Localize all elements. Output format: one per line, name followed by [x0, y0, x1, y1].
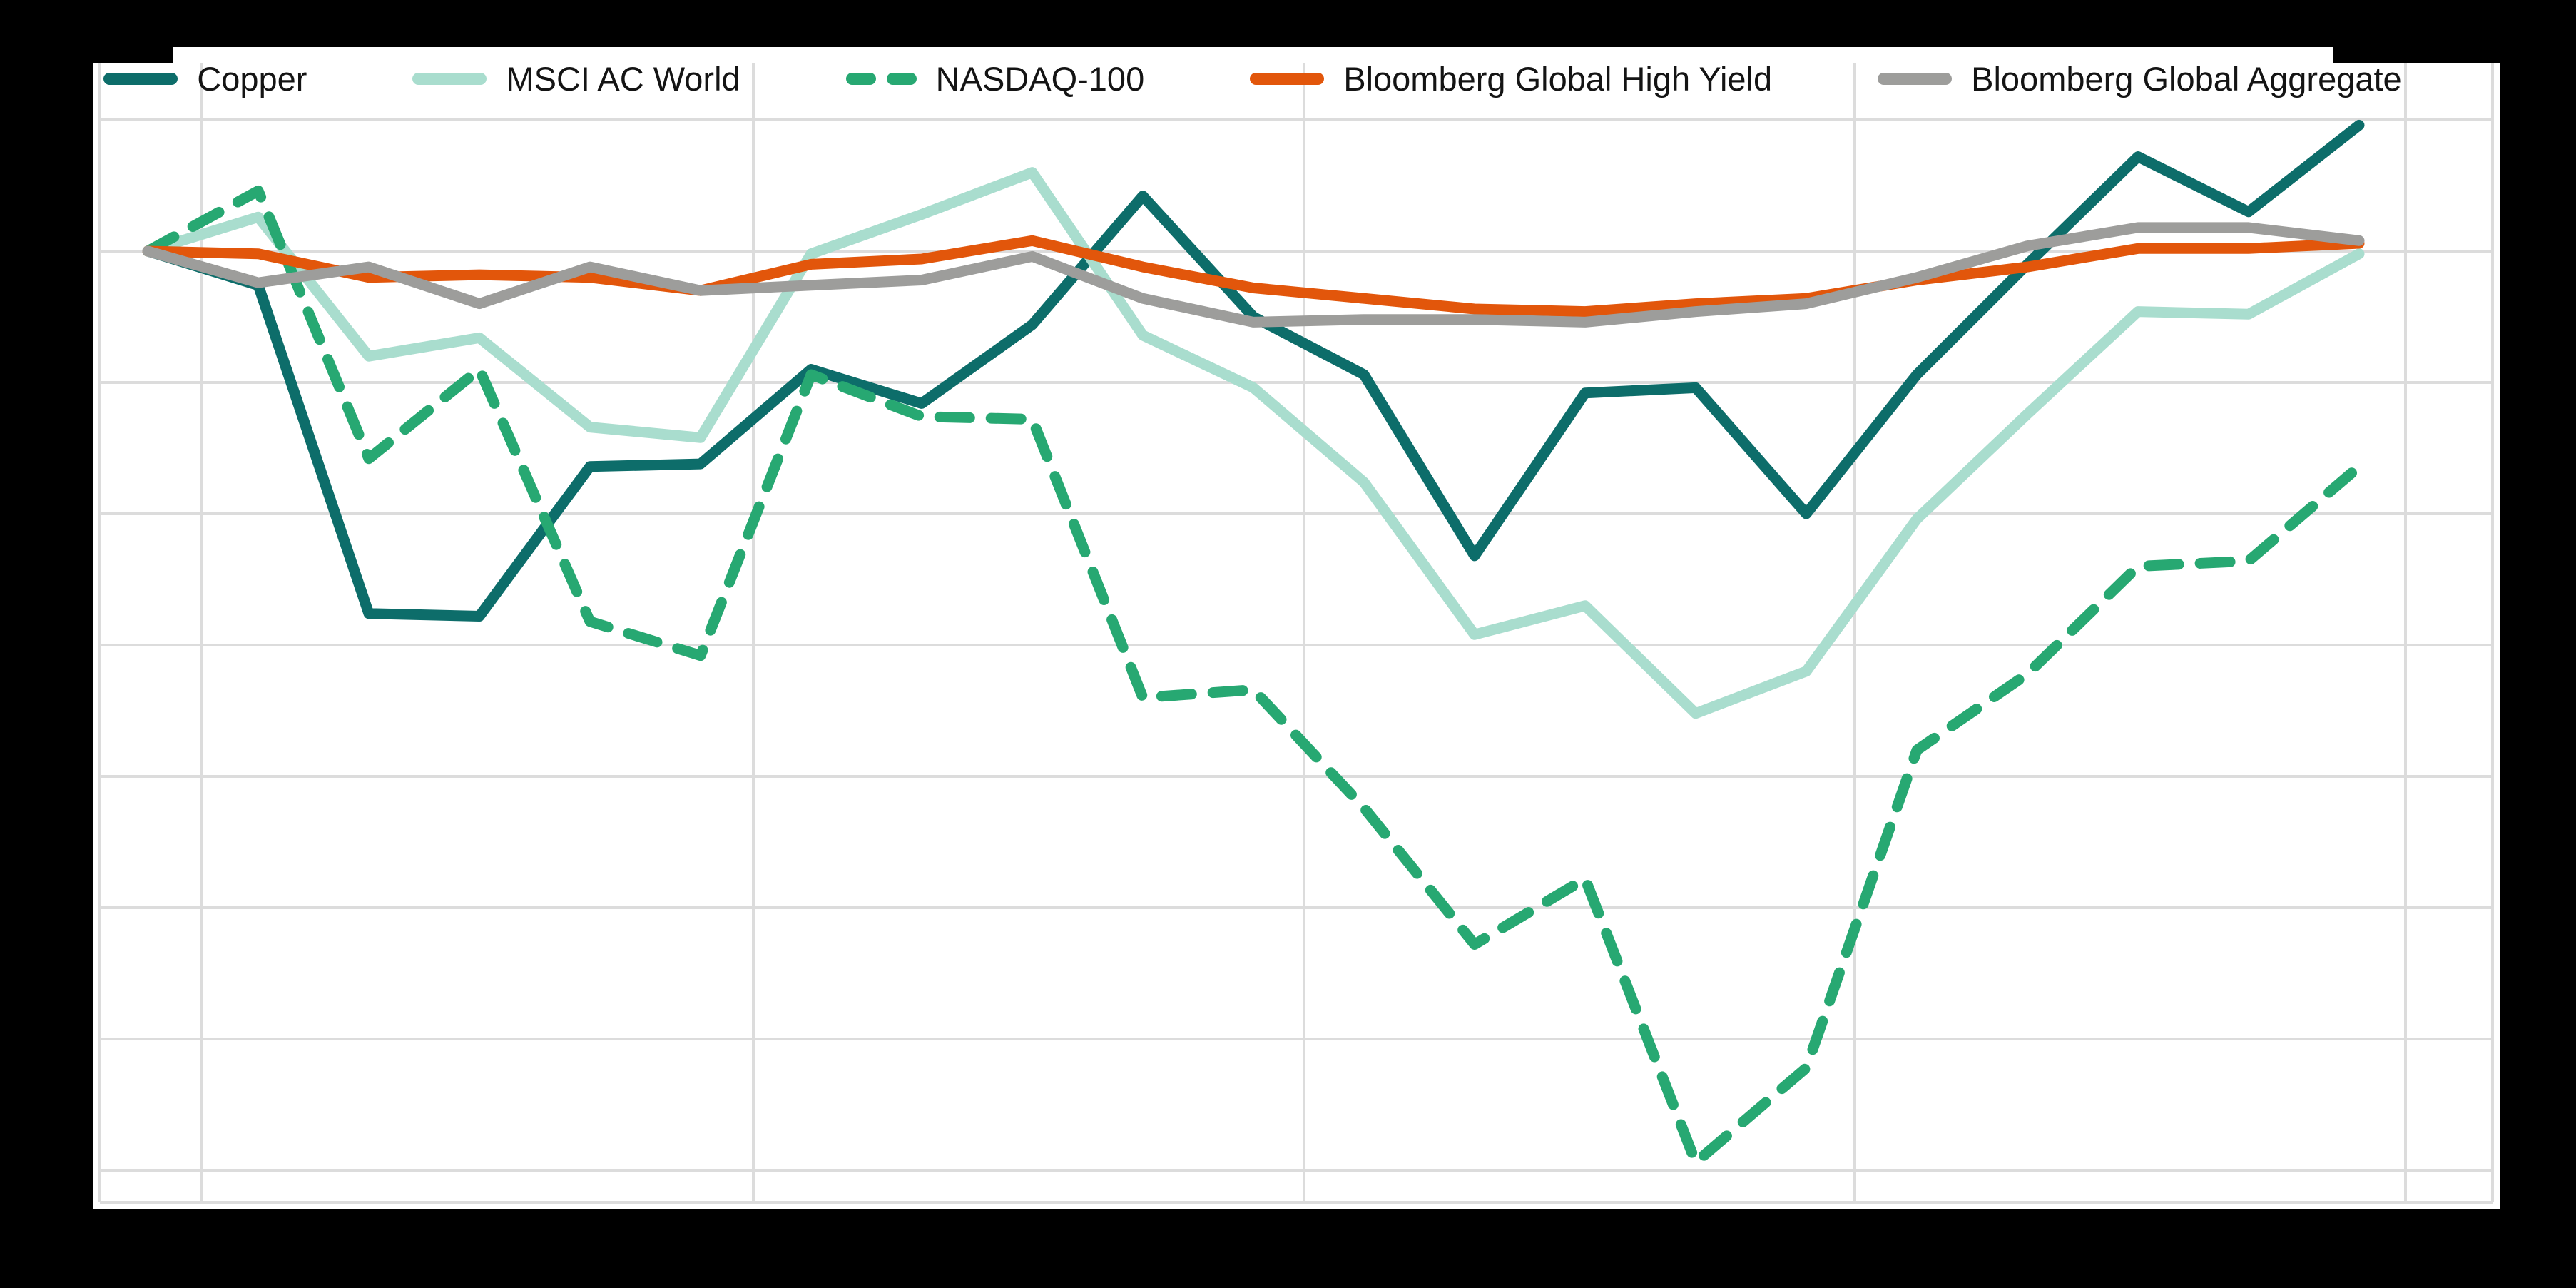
- legend-label-copper: Copper: [197, 59, 307, 98]
- legend-swatch-nasdaq-100: [886, 72, 917, 85]
- legend-item-copper: Copper: [103, 59, 307, 98]
- grid-layer: [98, 63, 2494, 1204]
- legend-item-bloomberg-global-high-yield: Bloomberg Global High Yield: [1250, 59, 1772, 98]
- legend-label-nasdaq-100: NASDAQ-100: [935, 59, 1145, 98]
- legend-swatch-bloomberg-global-aggregate: [1878, 72, 1953, 85]
- legend-swatch-msci-ac-world: [412, 72, 487, 85]
- series-line-bloomberg-global-aggregate: [142, 222, 2365, 328]
- legend-label-msci-ac-world: MSCI AC World: [506, 59, 740, 98]
- legend-item-bloomberg-global-aggregate: Bloomberg Global Aggregate: [1878, 59, 2402, 98]
- legend-swatch-nasdaq-100: [845, 72, 917, 85]
- legend: Copper MSCI AC World NASDAQ-100 Bloomberg G…: [103, 56, 2402, 101]
- legend-item-nasdaq-100: NASDAQ-100: [845, 59, 1145, 98]
- legend-swatch-nasdaq-100: [845, 72, 876, 85]
- series-line-msci-ac-world: [142, 167, 2365, 719]
- series-line-nasdaq-100: [142, 185, 2365, 1168]
- chart-card: [93, 63, 2500, 1209]
- legend-label-bloomberg-global-high-yield: Bloomberg Global High Yield: [1343, 59, 1773, 98]
- series-line-bloomberg-global-high-yield: [142, 235, 2365, 318]
- legend-swatch-copper: [103, 72, 178, 85]
- series-layer: [142, 119, 2365, 1168]
- legend-item-msci-ac-world: MSCI AC World: [412, 59, 740, 98]
- legend-swatch-bloomberg-global-high-yield: [1250, 72, 1325, 85]
- legend-label-bloomberg-global-aggregate: Bloomberg Global Aggregate: [1971, 59, 2402, 98]
